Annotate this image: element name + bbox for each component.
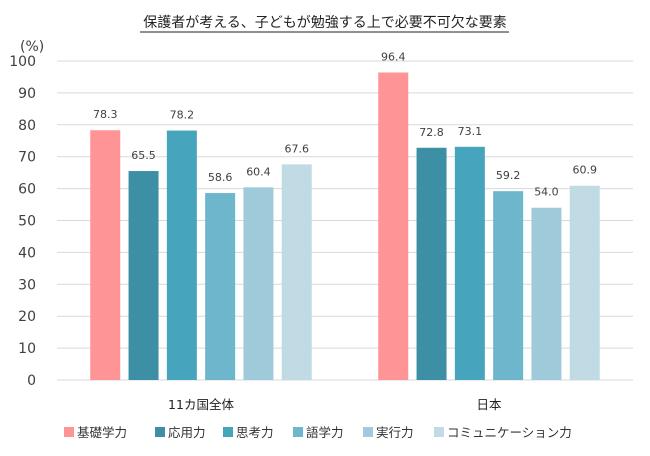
data-label: 60.9: [573, 164, 598, 177]
y-tick-label: 20: [18, 309, 36, 325]
data-label: 96.4: [381, 50, 406, 63]
bar-0-4: [243, 187, 274, 380]
bar-1-3: [493, 191, 524, 380]
y-tick-label: 10: [18, 341, 36, 357]
y-tick-label: 80: [18, 118, 36, 134]
bars: [90, 72, 600, 380]
legend-swatch: [64, 427, 74, 437]
bar-1-5: [569, 185, 600, 380]
legend-item: 基礎学力: [64, 425, 127, 440]
legend-swatch: [293, 427, 303, 437]
legend-label: 応用力: [168, 425, 206, 440]
legend-label: コミュニケーション力: [447, 425, 572, 440]
y-tick-label: 70: [18, 150, 36, 166]
data-label: 78.2: [170, 109, 195, 122]
bar-0-0: [90, 130, 121, 380]
y-tick-label: 0: [27, 373, 36, 389]
legend-label: 思考力: [236, 425, 274, 440]
data-label: 54.0: [534, 186, 559, 199]
category-label: 11カ国全体: [168, 397, 234, 412]
data-labels: 78.3 65.5 78.2 58.6 60.4 67.6 96.4 72.8 73.1 59.2…: [93, 50, 597, 198]
y-axis-unit-label: (%): [20, 39, 44, 55]
bar-1-1: [416, 147, 447, 380]
y-tick-label: 100: [9, 54, 36, 70]
legend-label: 基礎学力: [77, 425, 127, 440]
legend-swatch: [363, 427, 373, 437]
bar-1-4: [531, 207, 562, 380]
y-tick-labels: 0 10 20 30 40 50 60 70 80 90 100: [9, 54, 36, 389]
legend: 基礎学力 応用力 思考力 語学力 実行力 コミュニケーション力: [64, 425, 572, 440]
legend-swatch: [223, 427, 233, 437]
data-label: 59.2: [496, 169, 521, 182]
bar-0-3: [205, 193, 236, 380]
y-tick-label: 60: [18, 182, 36, 198]
data-label: 67.6: [285, 142, 310, 155]
y-tick-label: 90: [18, 86, 36, 102]
bar-0-2: [166, 130, 197, 380]
bar-0-1: [128, 171, 159, 380]
data-label: 65.5: [131, 149, 156, 162]
data-label: 73.1: [458, 125, 483, 138]
legend-item: 語学力: [293, 425, 344, 440]
chart-title: 保護者が考える、子どもが勉強する上で必要不可欠な要素: [143, 15, 507, 31]
data-label: 78.3: [93, 108, 118, 121]
data-label: 72.8: [419, 126, 444, 139]
legend-item: 応用力: [155, 425, 206, 440]
y-tick-label: 50: [18, 214, 36, 230]
category-labels: 11カ国全体 日本: [168, 397, 502, 412]
data-label: 58.6: [208, 171, 233, 184]
legend-swatch: [434, 427, 444, 437]
legend-item: コミュニケーション力: [434, 425, 572, 440]
legend-label: 語学力: [306, 425, 344, 440]
data-label: 60.4: [246, 165, 271, 178]
y-tick-label: 40: [18, 245, 36, 261]
legend-item: 思考力: [223, 425, 274, 440]
bar-0-5: [281, 164, 312, 380]
bar-1-0: [378, 72, 409, 380]
legend-item: 実行力: [363, 425, 414, 440]
bar-1-2: [454, 146, 485, 380]
legend-label: 実行力: [376, 425, 414, 440]
y-tick-label: 30: [18, 277, 36, 293]
legend-swatch: [155, 427, 165, 437]
category-label: 日本: [476, 397, 502, 412]
